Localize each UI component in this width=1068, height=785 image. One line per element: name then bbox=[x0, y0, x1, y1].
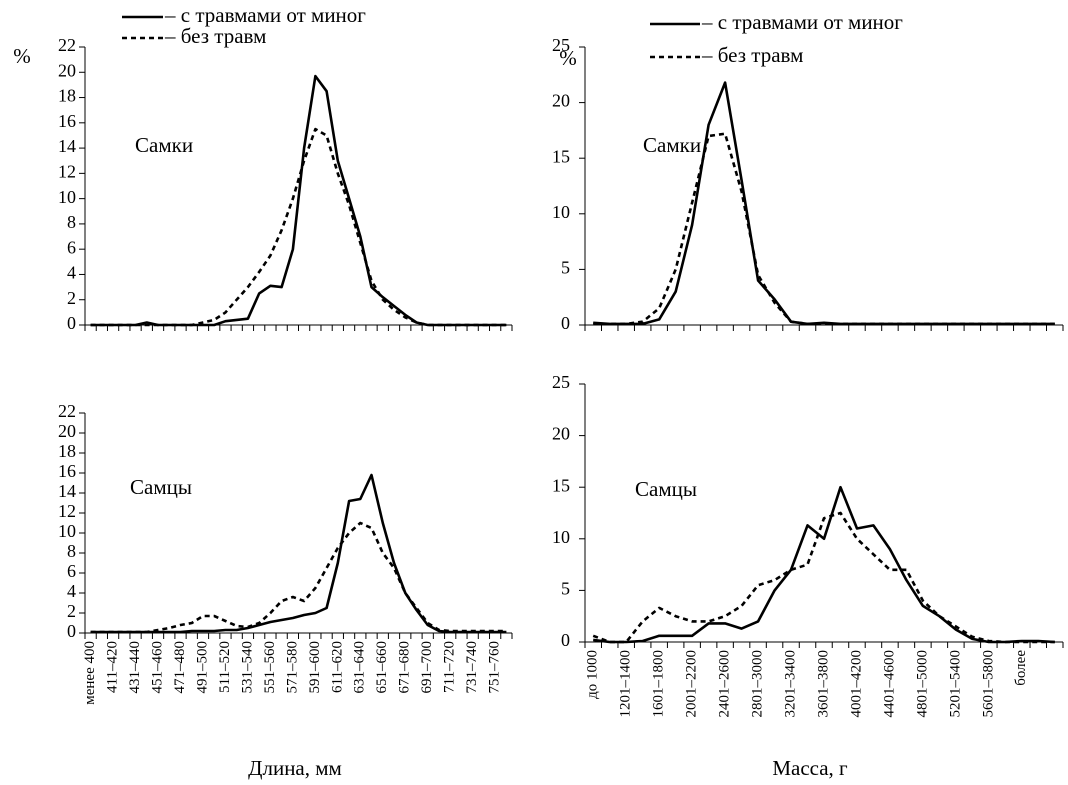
panel-label: Самки bbox=[643, 133, 701, 157]
y-tick-label: 5 bbox=[561, 579, 570, 599]
x-tick-label: 2001–2200 bbox=[684, 650, 700, 718]
x-tick-label: 531–540 bbox=[239, 641, 255, 694]
y-tick-label: 12 bbox=[58, 161, 76, 181]
x-tick-label: 631–640 bbox=[352, 641, 368, 694]
x-tick-label: 551–560 bbox=[262, 641, 278, 694]
y-tick-label: 4 bbox=[67, 581, 76, 601]
y-tick-label: 0 bbox=[561, 313, 570, 333]
y-tick-label: 18 bbox=[58, 441, 76, 461]
x-tick-label: 1601–1800 bbox=[651, 650, 667, 718]
y-tick-label: 22 bbox=[58, 401, 76, 421]
y-tick-label: 14 bbox=[58, 481, 76, 501]
x-tick-label: 411–420 bbox=[105, 641, 121, 693]
x-tick-label: 5601–5800 bbox=[980, 650, 996, 718]
x-tick-label: 751–760 bbox=[487, 641, 503, 694]
x-tick-label: менее 400 bbox=[82, 641, 98, 705]
x-tick-label: 711–720 bbox=[442, 641, 458, 693]
y-tick-label: 15 bbox=[552, 146, 570, 166]
x-tick-label: 451–460 bbox=[149, 641, 165, 694]
panel-label: Самцы bbox=[635, 477, 697, 501]
x-axis-label: Длина, мм bbox=[248, 756, 342, 780]
y-tick-label: 15 bbox=[552, 475, 570, 495]
x-tick-label: 4001–4200 bbox=[848, 650, 864, 718]
data-line bbox=[593, 132, 1055, 326]
data-line bbox=[592, 511, 1055, 644]
x-tick-label: 691–700 bbox=[419, 641, 435, 694]
x-tick-label: 2801–3000 bbox=[750, 650, 766, 718]
y-tick-label: 0 bbox=[67, 621, 76, 641]
x-tick-label: 651–660 bbox=[374, 641, 390, 694]
x-tick-label: 511–520 bbox=[217, 641, 233, 693]
y-tick-label: 6 bbox=[67, 237, 76, 257]
panel-label: Самки bbox=[135, 133, 193, 157]
legend-label: – с травмами от миног bbox=[701, 10, 903, 34]
y-axis-label: % bbox=[13, 44, 31, 68]
x-tick-label: 431–440 bbox=[127, 641, 143, 694]
y-tick-label: 20 bbox=[58, 60, 76, 80]
legend-label: – без травм bbox=[701, 43, 803, 67]
y-tick-label: 4 bbox=[67, 263, 76, 283]
x-tick-label: 4801–5000 bbox=[914, 650, 930, 718]
x-tick-label: до 1000 bbox=[585, 650, 601, 699]
x-tick-label: 3601–3800 bbox=[815, 650, 831, 718]
y-tick-label: 18 bbox=[58, 86, 76, 106]
x-tick-label: 591–600 bbox=[307, 641, 323, 694]
y-tick-label: 14 bbox=[58, 136, 76, 156]
x-axis-label: Масса, г bbox=[772, 756, 848, 780]
x-tick-label: 671–680 bbox=[397, 641, 413, 694]
y-tick-label: 20 bbox=[552, 91, 570, 111]
legend-label: – без травм bbox=[164, 24, 266, 48]
y-tick-label: 16 bbox=[58, 111, 76, 131]
y-tick-label: 12 bbox=[58, 501, 76, 521]
y-tick-label: 16 bbox=[58, 461, 76, 481]
data-line bbox=[593, 81, 1055, 326]
y-tick-label: 10 bbox=[552, 527, 570, 547]
x-tick-label: 571–580 bbox=[284, 641, 300, 694]
x-tick-label: 5201–5400 bbox=[947, 650, 963, 718]
y-tick-label: 5 bbox=[561, 258, 570, 278]
y-tick-label: 0 bbox=[67, 313, 76, 333]
y-tick-label: 22 bbox=[58, 35, 76, 55]
data-line bbox=[90, 127, 507, 327]
x-tick-label: 4401–4600 bbox=[881, 650, 897, 718]
x-tick-label: 611–620 bbox=[329, 641, 345, 693]
y-tick-label: 2 bbox=[67, 601, 76, 621]
x-tick-label: 491–500 bbox=[194, 641, 210, 694]
y-tick-label: 2 bbox=[67, 288, 76, 308]
y-tick-label: 0 bbox=[561, 630, 570, 650]
y-tick-label: 20 bbox=[58, 421, 76, 441]
data-line bbox=[90, 521, 507, 634]
y-tick-label: 25 bbox=[552, 372, 570, 392]
x-tick-label: более bbox=[1013, 650, 1029, 686]
x-tick-label: 471–480 bbox=[172, 641, 188, 694]
y-tick-label: 10 bbox=[58, 187, 76, 207]
x-tick-label: 2401–2600 bbox=[717, 650, 733, 718]
data-line bbox=[90, 74, 507, 327]
x-tick-label: 3201–3400 bbox=[782, 650, 798, 718]
x-tick-label: 1201–1400 bbox=[618, 650, 634, 718]
y-tick-label: 25 bbox=[552, 35, 570, 55]
y-tick-label: 8 bbox=[67, 541, 76, 561]
x-tick-label: 731–740 bbox=[464, 641, 480, 694]
data-line bbox=[593, 485, 1055, 644]
y-tick-label: 8 bbox=[67, 212, 76, 232]
y-tick-label: 10 bbox=[58, 521, 76, 541]
legend-label: – с травмами от миног bbox=[164, 3, 366, 27]
y-tick-label: 20 bbox=[552, 424, 570, 444]
y-tick-label: 10 bbox=[552, 202, 570, 222]
y-axis-label: % bbox=[559, 46, 577, 70]
panel-label: Самцы bbox=[130, 475, 192, 499]
y-tick-label: 6 bbox=[67, 561, 76, 581]
